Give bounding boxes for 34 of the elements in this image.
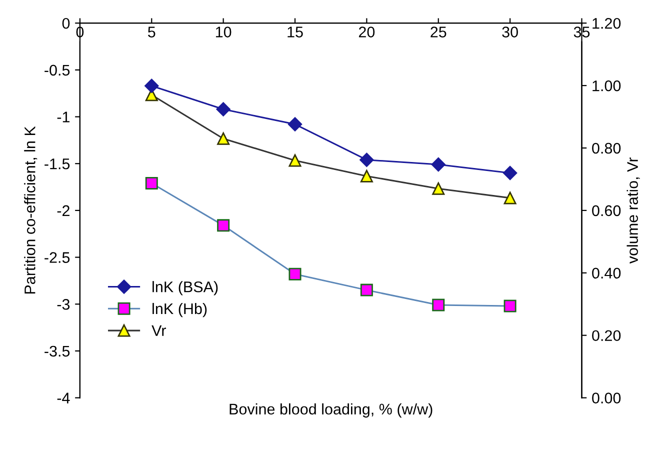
x-tick-label: 10 [216, 26, 232, 38]
x-tick-label: 20 [358, 26, 375, 38]
y2-tick-label: 0.60 [592, 205, 621, 216]
y-tick-label: -1 [57, 112, 70, 122]
x-tick-label: 5 [148, 26, 156, 38]
y-tick-label: 0 [62, 18, 70, 29]
x-tick-label: 15 [288, 26, 303, 38]
y2-tick-label: 1.00 [592, 80, 621, 92]
point [431, 157, 446, 172]
y-tick-label: -2 [57, 205, 70, 216]
legend-label: Vr [152, 325, 166, 336]
x-axis-title: Bovine blood loading, % (w/w) [230, 403, 432, 418]
y-tick-label: -4 [57, 392, 70, 404]
y2-tick-label: 0.40 [592, 268, 621, 279]
y2-tick-label: 0.00 [592, 392, 621, 404]
y-tick-label: -3 [57, 298, 70, 310]
legend-label: lnK (Hb) [152, 302, 207, 318]
point [502, 166, 518, 180]
y2-tick-label: 0.20 [592, 330, 621, 342]
y2-axis-title: volume ratio, Vr [626, 157, 640, 264]
y-tick-label: -3.5 [44, 346, 70, 357]
x-tick-label: 25 [430, 26, 446, 38]
y2-tick-label: 1.20 [592, 18, 621, 29]
point [288, 117, 302, 132]
point [144, 78, 159, 93]
y-tick-label: -1.5 [44, 158, 70, 170]
point [216, 102, 230, 116]
legend-label: lnK (BSA) [152, 281, 218, 296]
point [360, 152, 374, 167]
y-tick-label: -0.5 [44, 64, 70, 76]
y-axis-title: Partition co-efficient, ln K [24, 126, 38, 294]
x-tick-label: 30 [502, 26, 518, 38]
y-tick-label: -2.5 [44, 252, 70, 263]
y2-tick-label: 0.80 [592, 142, 621, 154]
